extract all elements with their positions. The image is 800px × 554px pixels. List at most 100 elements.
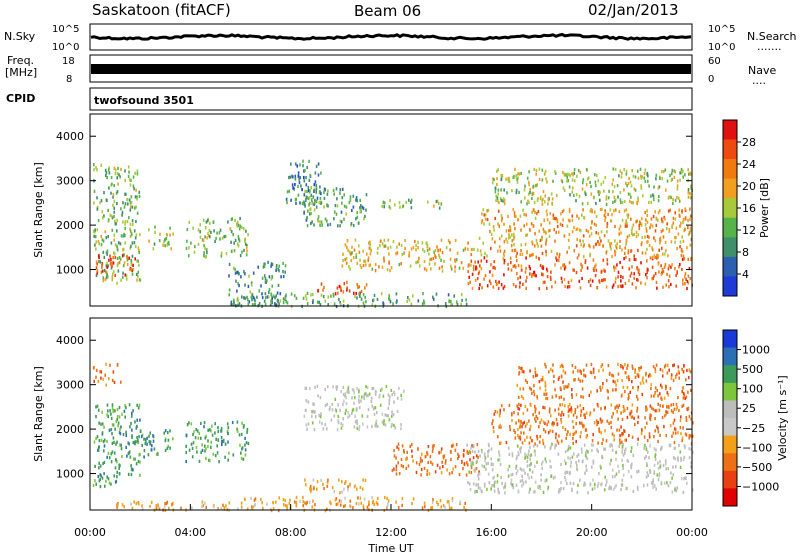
heatmap-cell [247,302,250,306]
heatmap-cell [414,239,416,244]
heatmap-cell [488,222,491,226]
heatmap-cell [587,450,589,454]
heatmap-cell [290,305,293,309]
heatmap-cell [380,388,382,392]
heatmap-cell [197,436,200,440]
heatmap-cell [517,427,519,432]
heatmap-cell [626,184,628,188]
x-tick-label: 08:00 [275,526,307,539]
heatmap-cell [366,414,369,419]
heatmap-cell [349,499,352,503]
heatmap-cell [690,388,692,392]
heatmap-cell [642,194,644,198]
heatmap-cell [616,428,618,432]
heatmap-cell [690,237,693,241]
heatmap-cell [485,259,488,263]
heatmap-cell [570,410,573,414]
heatmap-cell [596,448,598,452]
heatmap-cell [268,290,270,294]
heatmap-cell [528,200,530,204]
heatmap-cell [121,213,123,217]
heatmap-cell [426,472,428,477]
heatmap-cell [339,188,342,192]
heatmap-cell [657,466,660,471]
heatmap-cell [610,242,613,246]
heatmap-cell [313,428,316,432]
heatmap-cell [571,230,574,234]
heatmap-cell [631,366,634,370]
heatmap-cell [538,167,541,171]
heatmap-cell [244,239,246,243]
heatmap-cell [295,501,298,505]
heatmap-cell [362,422,364,426]
heatmap-cell [204,501,206,505]
heatmap-cell [121,210,124,214]
heatmap-cell [688,447,690,451]
heatmap-cell [666,481,668,485]
heatmap-cell [114,480,117,484]
heatmap-cell [240,432,243,436]
heatmap-cell [202,503,205,508]
heatmap-cell [632,453,635,458]
heatmap-cell [591,465,593,469]
heatmap-cell [270,264,272,268]
heatmap-cell [472,444,475,448]
heatmap-cell [549,429,552,433]
heatmap-cell [645,218,647,222]
heatmap-cell [535,255,538,259]
heatmap-cell [496,169,498,173]
heatmap-cell [271,298,273,302]
heatmap-cell [139,429,142,433]
heatmap-cell [389,300,392,304]
heatmap-cell [204,226,207,230]
heatmap-cell [660,481,662,485]
heatmap-cell [666,371,669,375]
heatmap-cell [657,439,659,444]
heatmap-cell [141,504,143,508]
heatmap-cell [190,241,192,245]
heatmap-cell [557,452,560,456]
heatmap-cell [619,260,621,265]
colorbar-segment [723,237,737,258]
heatmap-cell [372,499,375,503]
heatmap-cell [460,261,463,265]
heatmap-cell [107,264,109,268]
heatmap-cell [114,256,117,260]
heatmap-cell [575,244,578,248]
heatmap-cell [246,249,248,253]
heatmap-cell [440,238,443,242]
heatmap-cell [561,180,564,184]
heatmap-cell [93,168,95,172]
heatmap-cell [523,468,525,472]
heatmap-cell [654,255,656,259]
heatmap-cell [442,503,445,508]
heatmap-cell [143,437,145,441]
heatmap-cell [682,392,685,396]
heatmap-cell [689,226,692,230]
heatmap-cell [98,421,100,425]
heatmap-cell [422,247,424,252]
heatmap-cell [659,404,662,408]
heatmap-cell [471,444,473,448]
heatmap-cell [264,280,267,284]
heatmap-cell [476,489,478,494]
heatmap-cell [612,412,614,416]
heatmap-cell [138,435,140,439]
heatmap-cell [569,408,571,412]
heatmap-cell [640,365,642,369]
nave-dots: .... [752,74,766,87]
heatmap-cell [356,407,358,411]
heatmap-cell [95,405,97,409]
heatmap-cell [260,497,262,501]
heatmap-cell [302,495,304,499]
heatmap-cell [582,255,585,259]
heatmap-cell [580,410,583,414]
heatmap-cell [580,395,582,399]
heatmap-cell [547,202,549,206]
heatmap-cell [605,379,608,383]
heatmap-cell [415,244,417,248]
heatmap-cell [526,233,528,237]
heatmap-cell [451,471,453,475]
heatmap-cell [597,404,599,408]
heatmap-cell [578,459,580,463]
